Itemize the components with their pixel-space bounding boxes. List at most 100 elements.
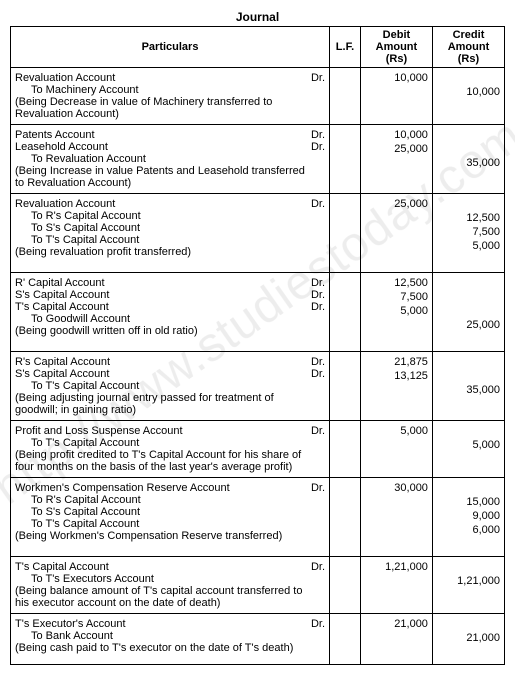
entry-text: To T's Executors Account — [15, 573, 305, 585]
debit-cell: 10,000 — [360, 68, 432, 125]
debit-amount — [365, 496, 428, 510]
debit-cell: 1,21,000 — [360, 557, 432, 614]
entry-text: To S's Capital Account — [15, 222, 305, 234]
dr-marker: Dr. — [305, 482, 325, 494]
journal-entry: T's Capital AccountDr.To T's Executors A… — [11, 557, 505, 614]
debit-amount — [365, 384, 428, 398]
entry-text: (Being balance amount of T's capital acc… — [15, 585, 305, 609]
entry-text: R' Capital Account — [15, 277, 305, 289]
dr-marker — [305, 153, 325, 165]
dr-marker — [305, 573, 325, 585]
credit-amount: 10,000 — [437, 86, 500, 100]
debit-amount — [365, 589, 428, 603]
entry-text: To R's Capital Account — [15, 494, 305, 506]
entry-text: To T's Capital Account — [15, 234, 305, 246]
credit-amount: 7,500 — [437, 226, 500, 240]
entry-text: Revaluation Account — [15, 72, 305, 84]
credit-cell: 25,000 — [432, 273, 504, 352]
dr-marker — [305, 506, 325, 518]
credit-amount — [437, 305, 500, 319]
dr-marker — [305, 96, 325, 120]
dr-marker — [305, 380, 325, 392]
dr-marker: Dr. — [305, 129, 325, 141]
col-particulars: Particulars — [11, 27, 330, 68]
credit-amount — [437, 370, 500, 384]
credit-amount — [437, 356, 500, 370]
debit-amount: 5,000 — [365, 425, 428, 439]
credit-amount — [437, 589, 500, 603]
dr-marker — [305, 222, 325, 234]
col-lf: L.F. — [330, 27, 361, 68]
dr-marker — [305, 234, 325, 246]
entry-text: Workmen's Compensation Reserve Account — [15, 482, 305, 494]
credit-amount — [437, 453, 500, 467]
credit-amount — [437, 129, 500, 143]
journal-entry: Revaluation AccountDr.To R's Capital Acc… — [11, 194, 505, 273]
journal-table: Particulars L.F. Debit Amount (Rs) Credi… — [10, 26, 505, 665]
entry-text: To Revaluation Account — [15, 153, 305, 165]
credit-amount — [437, 277, 500, 291]
debit-amount — [365, 632, 428, 646]
dr-marker — [305, 165, 325, 189]
debit-cell: 21,000 — [360, 614, 432, 665]
dr-marker: Dr. — [305, 198, 325, 210]
credit-cell: 21,000 — [432, 614, 504, 665]
particulars-cell: Profit and Loss Suspense AccountDr.To T'… — [11, 421, 330, 478]
credit-amount — [437, 618, 500, 632]
credit-amount — [437, 254, 500, 268]
credit-cell: 5,000 — [432, 421, 504, 478]
debit-amount — [365, 439, 428, 453]
journal-entry: Profit and Loss Suspense AccountDr.To T'… — [11, 421, 505, 478]
debit-cell: 5,000 — [360, 421, 432, 478]
lf-cell — [330, 557, 361, 614]
dr-marker — [305, 530, 325, 542]
credit-amount: 1,21,000 — [437, 575, 500, 589]
entry-text: Leasehold Account — [15, 141, 305, 153]
dr-marker — [305, 313, 325, 325]
debit-amount — [365, 319, 428, 333]
entry-text: (Being adjusting journal entry passed fo… — [15, 392, 305, 416]
credit-amount — [437, 100, 500, 114]
entry-text: S's Capital Account — [15, 289, 305, 301]
entry-text: Patents Account — [15, 129, 305, 141]
lf-cell — [330, 614, 361, 665]
dr-marker — [305, 494, 325, 506]
entry-text: T's Capital Account — [15, 561, 305, 573]
journal-entry: R' Capital AccountDr.S's Capital Account… — [11, 273, 505, 352]
credit-amount — [437, 72, 500, 86]
entry-text: Profit and Loss Suspense Account — [15, 425, 305, 437]
journal-entry: T's Executor's AccountDr.To Bank Account… — [11, 614, 505, 665]
debit-amount: 25,000 — [365, 198, 428, 212]
credit-amount: 15,000 — [437, 496, 500, 510]
particulars-cell: R' Capital AccountDr.S's Capital Account… — [11, 273, 330, 352]
debit-cell: 12,5007,5005,000 — [360, 273, 432, 352]
credit-cell: 10,000 — [432, 68, 504, 125]
credit-cell: 15,0009,0006,000 — [432, 478, 504, 557]
debit-amount — [365, 157, 428, 171]
dr-marker: Dr. — [305, 368, 325, 380]
header-row: Particulars L.F. Debit Amount (Rs) Credi… — [11, 27, 505, 68]
debit-cell: 10,00025,000 — [360, 125, 432, 194]
credit-cell: 12,5007,5005,000 — [432, 194, 504, 273]
debit-amount: 10,000 — [365, 129, 428, 143]
debit-amount — [365, 171, 428, 185]
entry-text: To Machinery Account — [15, 84, 305, 96]
entry-text: (Being Decrease in value of Machinery tr… — [15, 96, 305, 120]
entry-text: (Being revaluation profit transferred) — [15, 246, 305, 258]
lf-cell — [330, 478, 361, 557]
credit-cell: 1,21,000 — [432, 557, 504, 614]
debit-amount: 21,875 — [365, 356, 428, 370]
debit-cell: 30,000 — [360, 478, 432, 557]
credit-cell: 35,000 — [432, 352, 504, 421]
credit-amount — [437, 198, 500, 212]
particulars-cell: R's Capital AccountDr.S's Capital Accoun… — [11, 352, 330, 421]
credit-amount — [437, 646, 500, 660]
debit-amount: 30,000 — [365, 482, 428, 496]
dr-marker — [305, 518, 325, 530]
debit-amount — [365, 226, 428, 240]
particulars-cell: Revaluation AccountDr.To Machinery Accou… — [11, 68, 330, 125]
entry-text: To T's Capital Account — [15, 380, 305, 392]
entry-text: (Being Increase in value Patents and Lea… — [15, 165, 305, 189]
dr-marker: Dr. — [305, 289, 325, 301]
debit-cell: 25,000 — [360, 194, 432, 273]
